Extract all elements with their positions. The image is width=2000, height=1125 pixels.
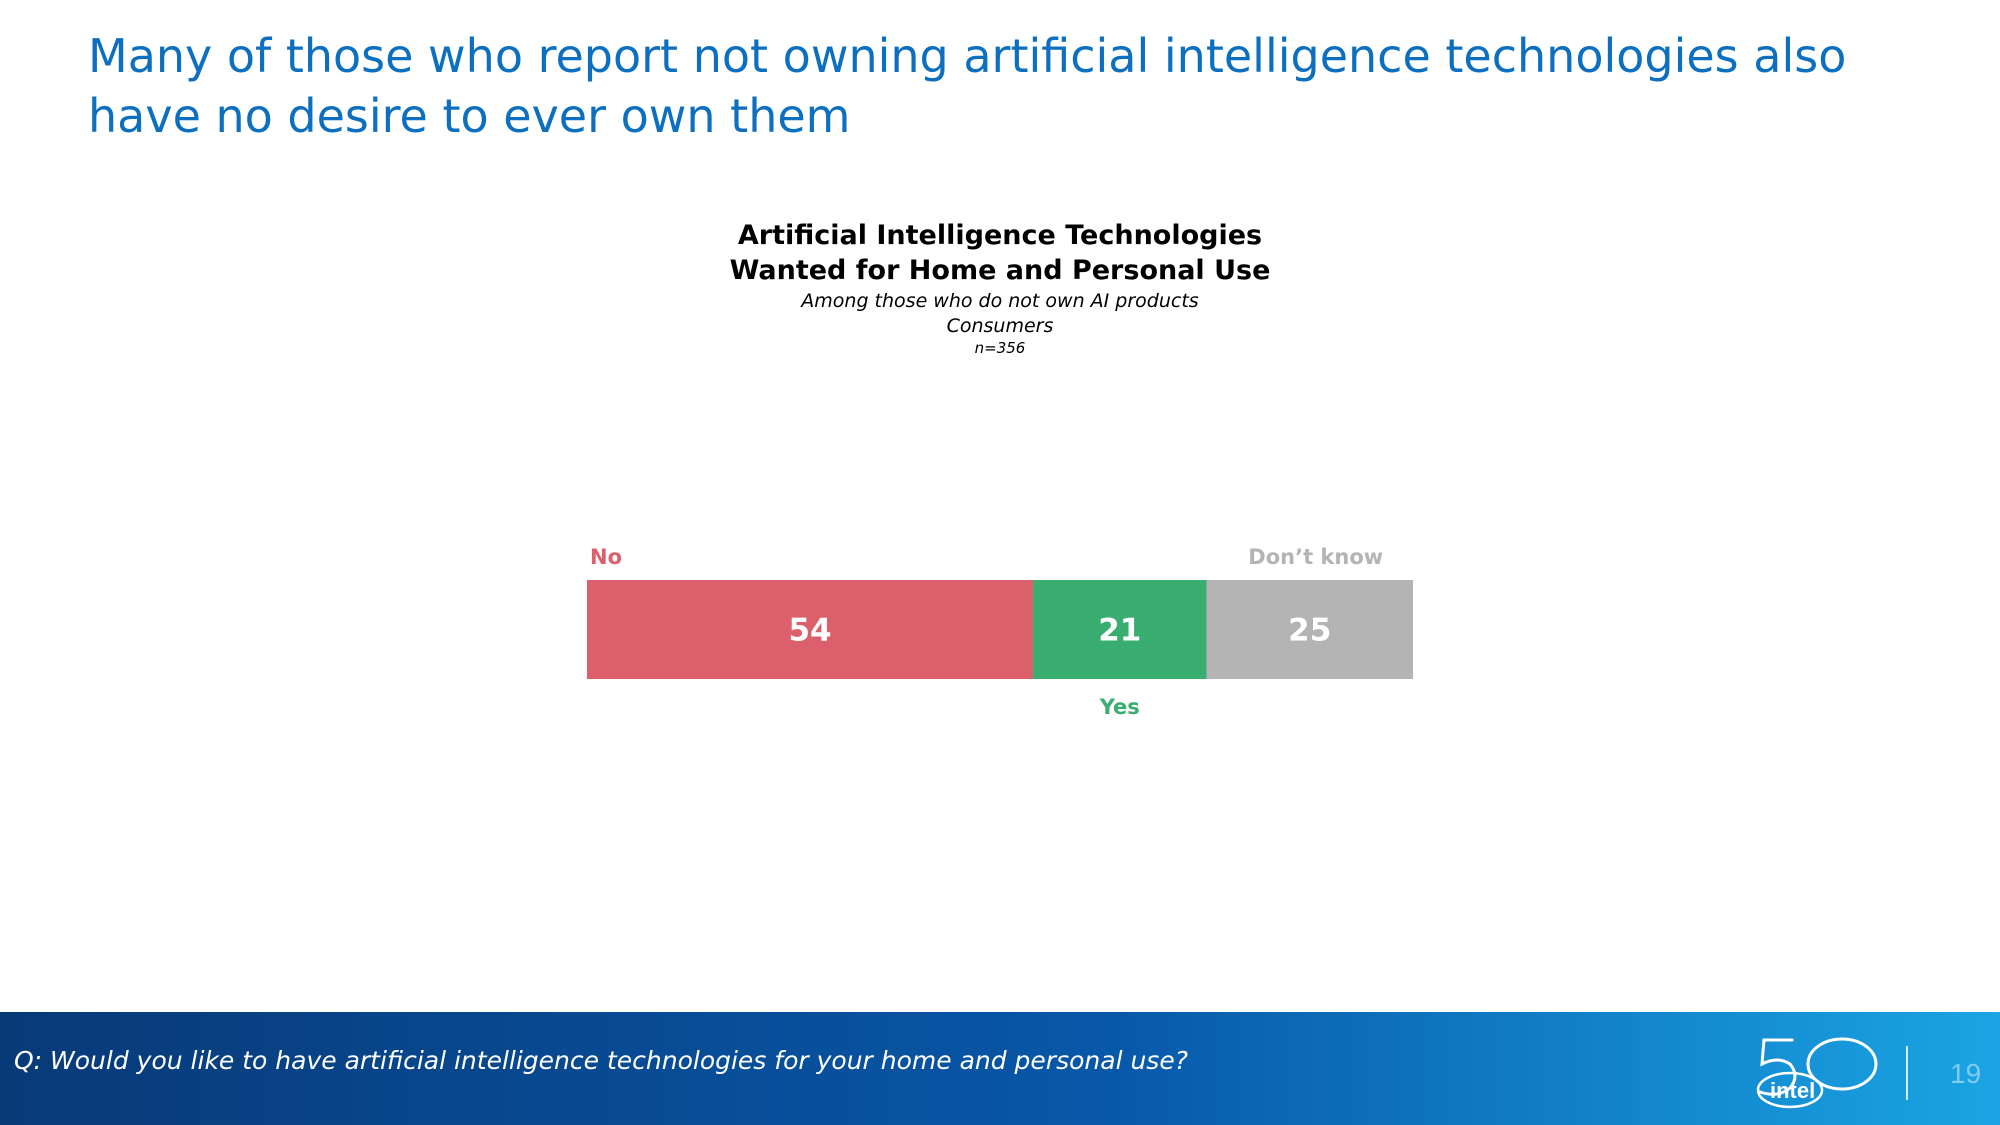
survey-question: Q: Would you like to have artificial int… (14, 1046, 1188, 1075)
slide-title-line-2: have no desire to ever own them (88, 89, 851, 143)
footer-bar (0, 1012, 2000, 1125)
bar-segment-no (587, 580, 1034, 679)
slide-title-line-1: Many of those who report not owning arti… (88, 29, 1847, 83)
chart-title: Artificial Intelligence Technologies Wan… (600, 218, 1400, 288)
logo-divider (1906, 1046, 1908, 1100)
chart-title-line-2: Wanted for Home and Personal Use (729, 255, 1271, 286)
chart-sample-size: n=356 (974, 339, 1026, 357)
intel-logo-text: intel (1770, 1078, 1815, 1103)
category-label-yes: Yes (1099, 695, 1140, 719)
bar-segment-don-t-know (1206, 580, 1413, 679)
bar-segment-yes (1033, 580, 1207, 679)
data-label-no: 54 (788, 613, 831, 649)
chart-subtitle: Among those who do not own AI products (801, 290, 1199, 312)
data-label-yes: 21 (1098, 613, 1141, 649)
category-label-no: No (590, 545, 622, 569)
data-label-don-t-know: 25 (1288, 613, 1331, 649)
intel-50-logo: intel (1756, 1037, 1878, 1109)
page-number: 19 (1950, 1058, 1982, 1089)
category-label-don-t-know: Don’t know (1248, 545, 1383, 569)
slide-title: Many of those who report not owning arti… (88, 26, 1908, 146)
intel-50-logo-icon (1756, 1037, 1878, 1109)
chart-title-line-1: Artificial Intelligence Technologies (737, 220, 1263, 251)
chart-subtitle-audience: Consumers (946, 315, 1054, 337)
